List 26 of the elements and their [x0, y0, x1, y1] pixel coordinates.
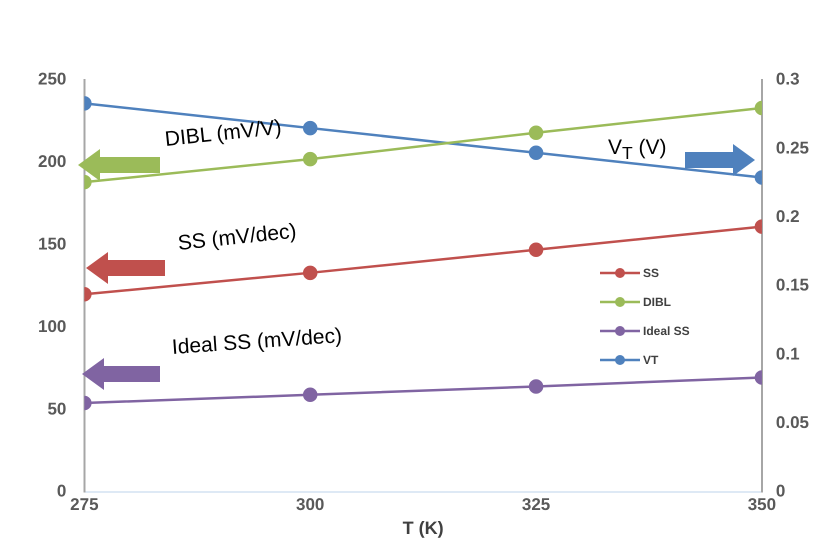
y2-tick-label: 0: [776, 482, 786, 501]
annotation: Ideal SS (mV/dec): [171, 324, 343, 360]
annotation: SS (mV/dec): [176, 220, 298, 256]
y2-tick-label: 0.25: [776, 138, 810, 158]
y-tick-label: 150: [38, 234, 66, 254]
y-tick-label: 50: [47, 399, 66, 418]
annotation: DIBL (mV/V): [164, 116, 283, 152]
x-axis-title: T (K): [402, 518, 444, 538]
y2-tick-label: 0.3: [776, 70, 800, 89]
legend-label: VT: [643, 352, 658, 366]
y-tick-label: 250: [38, 70, 66, 89]
legend-label: Ideal SS: [643, 324, 690, 338]
y2-tick-label: 0.15: [776, 276, 810, 295]
x-tick-label: 350: [748, 494, 776, 514]
y2-tick-label: 0.2: [776, 207, 800, 226]
x-tick-label: 300: [296, 494, 324, 514]
y2-tick-label: 0.05: [776, 413, 810, 432]
legend-label: SS: [643, 266, 660, 280]
y2-tick-label: 0.1: [776, 344, 800, 364]
x-tick-label: 325: [522, 494, 550, 514]
annotation: V$_{T}$ (V): [608, 136, 667, 164]
legend-label: DIBL: [643, 294, 671, 308]
x-tick-label: 275: [70, 494, 99, 514]
y-tick-label: 100: [38, 316, 66, 336]
y-tick-label: 200: [38, 152, 66, 172]
y-tick-label: 0: [56, 482, 66, 501]
